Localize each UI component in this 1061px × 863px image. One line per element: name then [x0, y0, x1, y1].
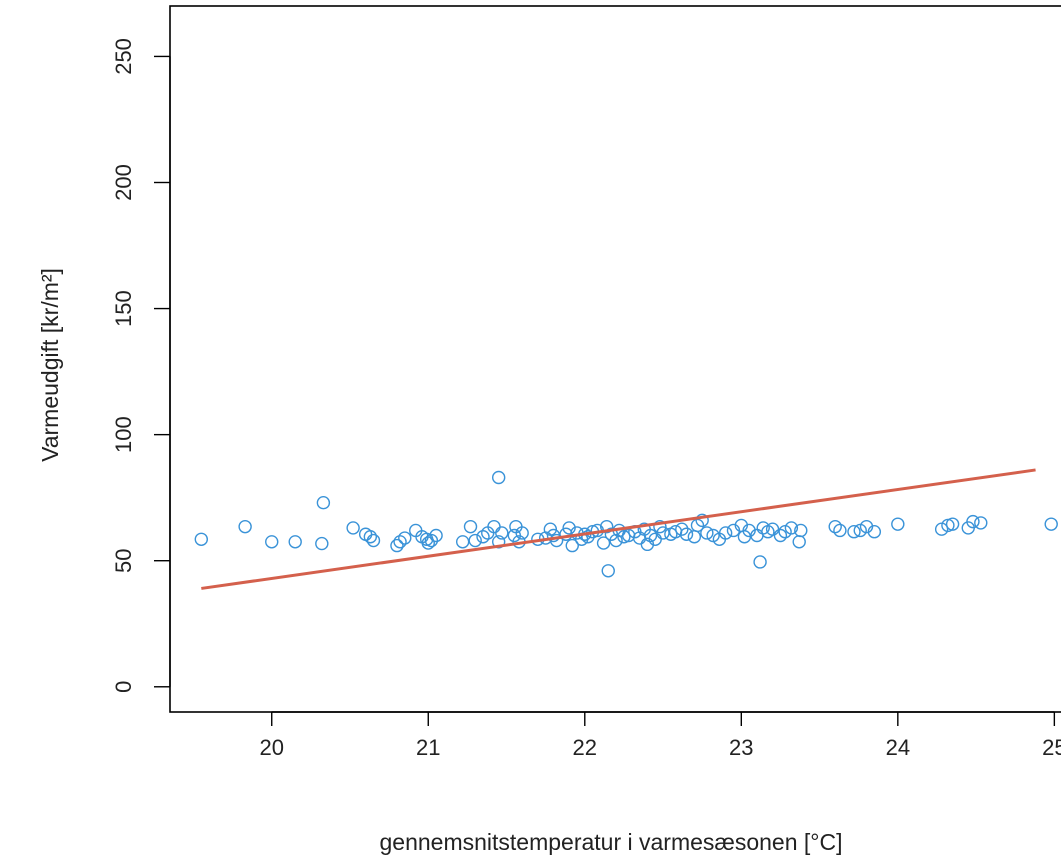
data-point: [675, 522, 689, 536]
data-point: [679, 527, 694, 541]
data-point: [794, 523, 808, 538]
data-point: [718, 526, 733, 540]
y-tick-label: 50: [111, 548, 136, 572]
x-tick-label: 23: [729, 735, 753, 760]
data-point: [695, 513, 709, 528]
data-point: [194, 532, 209, 546]
x-tick-label: 21: [416, 735, 440, 760]
x-axis-title: gennemsnitstemperatur i varmesæsonen [°C…: [379, 829, 842, 855]
data-point: [581, 530, 595, 544]
data-point: [945, 517, 960, 531]
data-point: [687, 530, 702, 544]
y-tick-label: 0: [111, 681, 136, 693]
data-point: [424, 533, 439, 548]
data-point: [463, 519, 478, 534]
data-point: [455, 535, 470, 549]
data-point: [288, 535, 302, 549]
data-point: [421, 536, 435, 550]
x-tick-label: 22: [573, 735, 597, 760]
data-point: [515, 526, 529, 540]
data-point: [609, 533, 623, 548]
data-point: [792, 535, 806, 549]
x-tick-label: 25: [1042, 735, 1061, 760]
data-point: [366, 533, 381, 548]
plot-frame: [169, 5, 1061, 713]
data-point: [238, 519, 252, 534]
data-point: [543, 522, 558, 536]
y-tick-label: 100: [111, 416, 136, 453]
y-tick-label: 250: [111, 38, 136, 75]
data-point: [891, 517, 905, 531]
data-point: [549, 533, 564, 548]
data-point: [495, 526, 509, 540]
x-tick-label: 20: [259, 735, 283, 760]
data-point: [847, 525, 861, 539]
data-point: [596, 536, 611, 550]
data-point: [390, 538, 404, 553]
data-point: [559, 527, 573, 541]
data-point: [773, 528, 788, 543]
data-point: [756, 521, 770, 535]
x-tick-label: 24: [886, 735, 910, 760]
data-point: [491, 470, 506, 485]
data-point: [700, 526, 714, 540]
data-point: [363, 530, 378, 544]
data-point: [491, 535, 506, 549]
data-point: [393, 535, 407, 549]
data-point: [398, 531, 412, 545]
data-point: [974, 516, 988, 530]
data-point: [346, 521, 360, 535]
data-point: [1044, 517, 1058, 531]
x-axis: 20 21 22 23 24 25: [259, 711, 1061, 760]
data-point: [828, 519, 842, 534]
y-axis: 0 50 100 150 200 250: [111, 38, 171, 693]
data-point: [966, 514, 980, 529]
data-point: [599, 519, 614, 534]
data-point: [476, 530, 490, 544]
data-point: [653, 519, 667, 534]
data-point: [784, 521, 799, 535]
y-tick-label: 200: [111, 164, 136, 201]
data-point: [833, 523, 847, 538]
regression-line: [201, 468, 1036, 590]
plot-area: [169, 5, 1061, 713]
data-point: [753, 555, 767, 569]
data-point: [429, 528, 443, 543]
data-point: [315, 536, 329, 551]
data-point: [565, 538, 579, 553]
data-point: [601, 564, 615, 578]
y-axis-title: Varmeudgift [kr/m²]: [37, 268, 63, 462]
data-point: [867, 525, 882, 539]
y-tick-label: 150: [111, 290, 136, 327]
data-point: [643, 528, 658, 543]
data-point: [468, 533, 482, 548]
data-point: [265, 535, 279, 549]
data-point: [316, 496, 331, 510]
